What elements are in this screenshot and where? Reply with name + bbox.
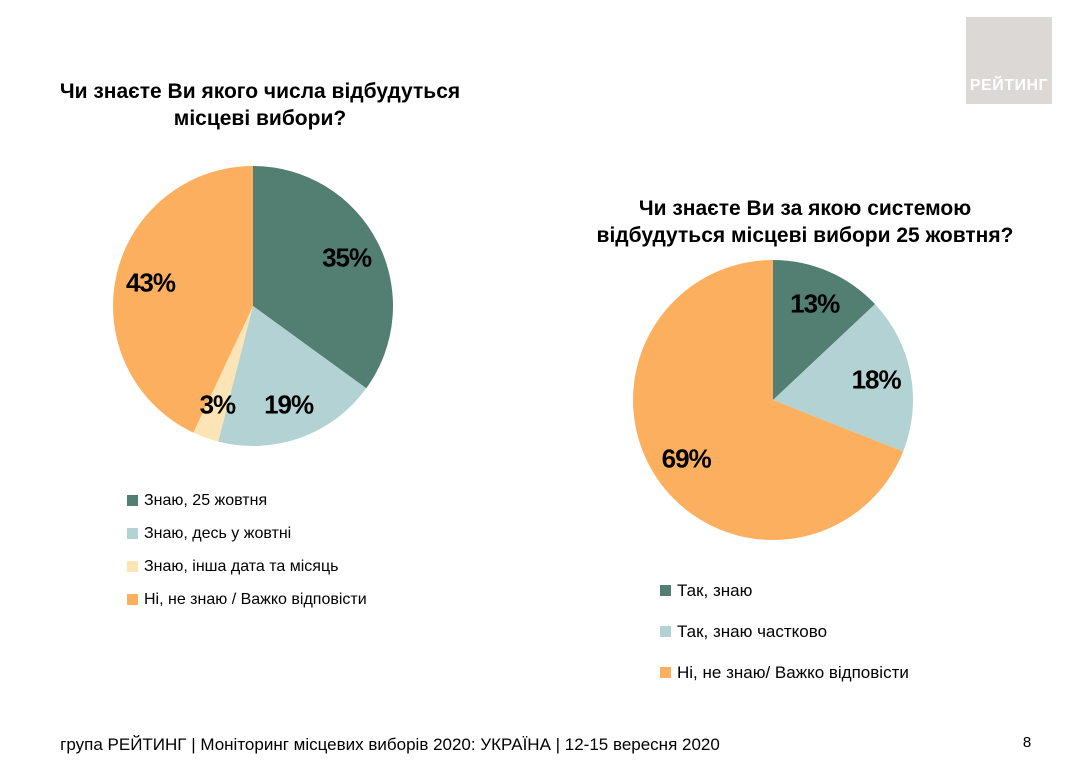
pie-value-label: 3%: [199, 389, 237, 420]
legend-label: Знаю, інша дата та місяць: [144, 557, 339, 575]
legend-swatch: [660, 585, 671, 596]
legend-label: Ні, не знаю/ Важко відповісти: [677, 662, 909, 682]
pie-svg: [113, 166, 393, 446]
legend-swatch: [660, 667, 671, 678]
pie-slice: [113, 166, 253, 433]
legend-label: Так, знаю частково: [677, 621, 828, 641]
legend-swatch: [127, 495, 138, 506]
page-number: 8: [1022, 734, 1032, 751]
pie-slice: [773, 260, 876, 400]
pie-value-label: 35%: [322, 242, 372, 273]
chart-title-election-date: Чи знаєте Ви якого числа відбудуться міс…: [35, 78, 485, 132]
rating-group-logo: РЕЙТИНГ: [966, 17, 1052, 104]
legend-election-system: Так, знаю Так, знаю частково Ні, не знаю…: [660, 570, 909, 693]
chart-title-line: місцеві вибори?: [173, 107, 347, 130]
pie-svg: [633, 260, 913, 540]
legend-label: Так, знаю: [677, 580, 753, 600]
footer-source-text: група РЕЙТИНГ | Моніторинг місцевих вибо…: [60, 735, 720, 754]
legend-item: Знаю, десь у жовтні: [127, 517, 367, 550]
pie-value-label: 19%: [264, 389, 314, 420]
pie-slice: [253, 166, 393, 389]
legend-swatch: [660, 626, 671, 637]
legend-item: Так, знаю частково: [660, 611, 909, 652]
pie-chart-election-date: 35% 19% 3% 43%: [113, 166, 393, 446]
legend-item: Знаю, 25 жовтня: [127, 484, 367, 517]
legend-swatch: [127, 594, 138, 605]
legend-item: Так, знаю: [660, 570, 909, 611]
legend-election-date: Знаю, 25 жовтня Знаю, десь у жовтні Знаю…: [127, 484, 367, 616]
rating-logo-label: РЕЙТИНГ: [969, 77, 1049, 94]
pie-value-label: 43%: [125, 267, 176, 298]
legend-swatch: [127, 561, 138, 572]
legend-item: Знаю, інша дата та місяць: [127, 550, 367, 583]
legend-item: Ні, не знаю/ Важко відповісти: [660, 652, 909, 693]
pie-chart-election-system: 13% 18% 69%: [633, 260, 913, 540]
legend-label: Ні, не знаю / Важко відповісти: [144, 590, 367, 608]
chart-title-line: Чи знаєте Ви за якою системою: [638, 197, 972, 220]
chart-title-election-system: Чи знаєте Ви за якою системою відбудутьс…: [580, 195, 1030, 249]
legend-item: Ні, не знаю / Важко відповісти: [127, 583, 367, 616]
pie-value-label: 13%: [790, 288, 840, 319]
pie-slice: [773, 304, 913, 452]
pie-slice: [218, 306, 367, 446]
pie-value-label: 69%: [661, 443, 712, 474]
legend-label: Знаю, десь у жовтні: [144, 524, 292, 542]
legend-label: Знаю, 25 жовтня: [144, 491, 268, 509]
pie-slice: [193, 306, 253, 442]
pie-value-label: 18%: [851, 364, 902, 395]
chart-title-line: відбудуться місцеві вибори 25 жовтня?: [596, 224, 1014, 247]
pie-slice: [633, 260, 904, 540]
chart-title-line: Чи знаєте Ви якого числа відбудуться: [59, 80, 461, 103]
legend-swatch: [127, 528, 138, 539]
